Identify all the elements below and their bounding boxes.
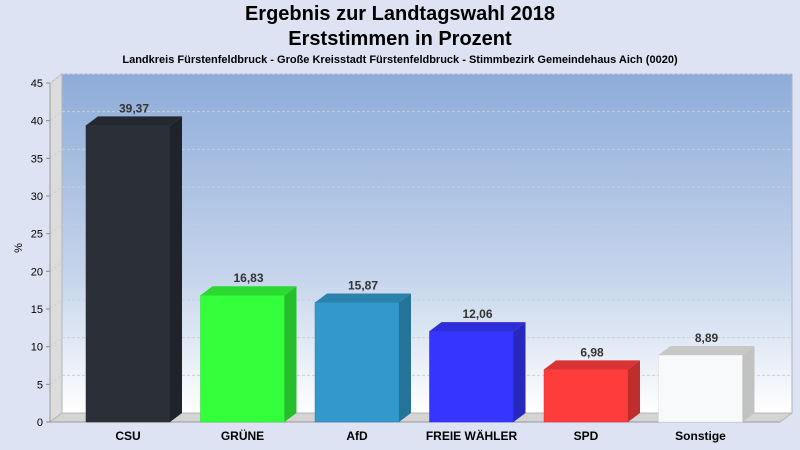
y-tick-label: 10 bbox=[31, 342, 43, 354]
y-tick-label: 25 bbox=[31, 229, 43, 241]
x-tick-label: GRÜNE bbox=[221, 428, 264, 443]
bar-side bbox=[284, 286, 297, 422]
chart-subtitle: Erststimmen in Prozent bbox=[288, 28, 512, 50]
bar-side bbox=[628, 360, 640, 422]
bar bbox=[314, 302, 400, 423]
bar-top bbox=[544, 360, 640, 370]
chart-caption: Landkreis Fürstenfeldbruck - Große Kreis… bbox=[122, 54, 678, 66]
y-tick-label: 40 bbox=[31, 116, 43, 128]
bar-side bbox=[170, 116, 182, 423]
bar bbox=[85, 125, 171, 423]
bar-top bbox=[200, 286, 297, 296]
gridline-diagonal bbox=[49, 186, 63, 197]
bar-top bbox=[658, 346, 755, 356]
bar bbox=[543, 369, 629, 423]
y-tick-label: 30 bbox=[31, 191, 43, 203]
data-label: 15,87 bbox=[348, 278, 378, 292]
gridline-diagonal bbox=[49, 148, 63, 159]
x-tick-label: CSU bbox=[115, 429, 140, 443]
data-label: 6,98 bbox=[580, 345, 604, 359]
x-tick-label: SPD bbox=[574, 429, 599, 443]
x-tick-label: AfD bbox=[346, 429, 368, 443]
bar-top bbox=[315, 293, 411, 303]
gridline-diagonal bbox=[49, 111, 63, 122]
bar-side bbox=[399, 293, 411, 422]
y-tick-label: 5 bbox=[37, 379, 43, 391]
gridline-diagonal bbox=[49, 224, 63, 235]
gridline-diagonal bbox=[49, 337, 63, 348]
data-label: 8,89 bbox=[695, 331, 719, 345]
y-axis-label: % bbox=[13, 243, 25, 253]
y-tick-label: 15 bbox=[31, 304, 43, 316]
bar bbox=[658, 354, 743, 423]
y-tick-label: 20 bbox=[31, 266, 43, 278]
data-label: 39,37 bbox=[119, 101, 149, 115]
gridline-diagonal bbox=[49, 261, 63, 272]
plot-left-wall bbox=[49, 73, 63, 423]
data-label: 16,83 bbox=[233, 271, 263, 285]
y-tick-label: 45 bbox=[31, 78, 43, 90]
x-tick-label: FREIE WÄHLER bbox=[426, 428, 518, 443]
bar-side bbox=[513, 322, 526, 422]
gridline-diagonal bbox=[49, 299, 63, 310]
gridline-diagonal bbox=[49, 374, 63, 385]
bar-side bbox=[742, 346, 755, 422]
bar-top bbox=[429, 322, 526, 332]
bar-top bbox=[86, 116, 182, 126]
bar bbox=[429, 330, 514, 423]
gridline-diagonal bbox=[49, 73, 63, 84]
data-label: 12,06 bbox=[462, 307, 492, 321]
x-tick-label: Sonstige bbox=[675, 429, 726, 443]
chart-title: Ergebnis zur Landtagswahl 2018 bbox=[244, 3, 556, 25]
bar bbox=[200, 294, 285, 423]
y-tick-label: 35 bbox=[31, 153, 43, 165]
y-tick-label: 0 bbox=[37, 417, 43, 429]
